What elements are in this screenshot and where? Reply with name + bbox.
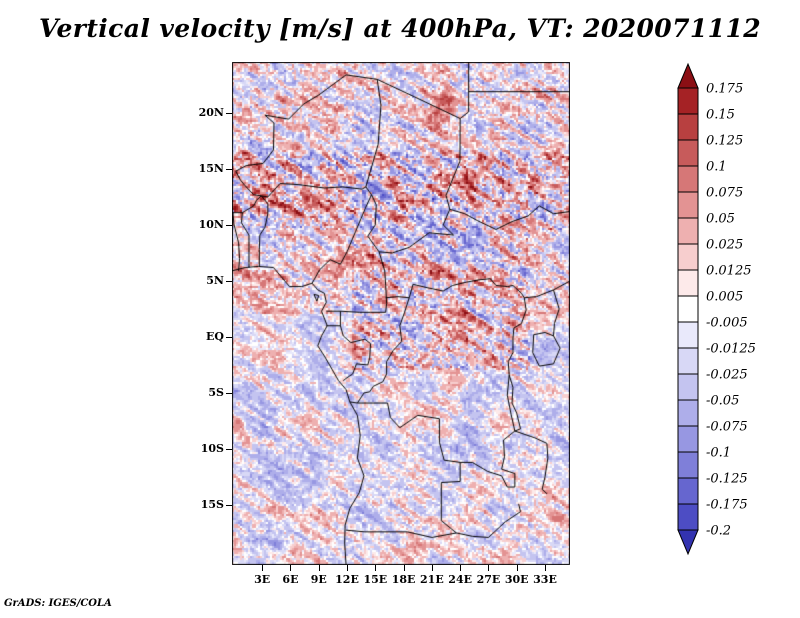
colorbar-arrow: [677, 62, 699, 89]
y-tick-label: EQ: [206, 329, 224, 343]
colorbar-label: -0.005: [706, 316, 748, 331]
y-tick-label: 20N: [198, 105, 224, 119]
y-tick-label: 15S: [200, 497, 224, 511]
x-tick-label: 27E: [476, 573, 501, 586]
colorbar-label: -0.025: [706, 368, 748, 383]
colorbar-segment: [677, 373, 699, 401]
colorbar-label: -0.125: [706, 472, 748, 487]
colorbar-segment: [677, 139, 699, 167]
colorbar-segment: [677, 165, 699, 193]
x-tick-label: 3E: [254, 573, 271, 586]
colorbar-segment: [677, 87, 699, 115]
colorbar-label: -0.2: [706, 524, 731, 539]
x-tick-label: 12E: [335, 573, 359, 586]
x-tick-label: 9E: [310, 573, 327, 586]
y-tick-label: 15N: [198, 161, 224, 175]
colorbar-svg: 0.175 0.15 0.125 0.1 0.075 0.05 0.025 0.0125 0.0…: [677, 62, 756, 556]
colorbar: 0.175 0.15 0.125 0.1 0.075 0.05 0.025 0.0125 0.0…: [666, 60, 796, 560]
colorbar-segment: [677, 347, 699, 375]
colorbar-segment: [677, 451, 699, 479]
x-tick-label: 24E: [448, 573, 472, 586]
x-tick: [318, 565, 320, 571]
colorbar-segment: [677, 113, 699, 141]
x-tick-label: 30E: [504, 573, 529, 586]
map-plot-area: [232, 62, 570, 565]
colorbar-segment: [677, 191, 699, 219]
colorbar-label: 0.15: [706, 108, 735, 123]
x-tick-label: 33E: [533, 573, 557, 586]
y-tick-label: 10N: [198, 217, 224, 231]
colorbar-segment: [677, 425, 699, 453]
colorbar-label: 0.075: [706, 186, 743, 201]
colorbar-segment: [677, 217, 699, 245]
x-tick-label: 18E: [391, 573, 416, 586]
y-tick-label: 5S: [208, 385, 224, 399]
x-tick: [488, 565, 490, 571]
colorbar-label: -0.175: [706, 498, 748, 513]
colorbar-segment: [677, 399, 699, 427]
colorbar-arrow: [677, 529, 699, 556]
x-tick: [290, 565, 292, 571]
colorbar-segment: [677, 321, 699, 349]
colorbar-label: -0.0125: [706, 342, 756, 357]
colorbar-label: 0.005: [706, 290, 743, 305]
y-tick-label: 10S: [200, 441, 224, 455]
colorbar-segment: [677, 269, 699, 297]
colorbar-label: 0.175: [706, 82, 743, 97]
colorbar-label: -0.05: [706, 394, 739, 409]
x-tick: [460, 565, 462, 571]
colorbar-label: -0.075: [706, 420, 748, 435]
x-tick: [375, 565, 377, 571]
colorbar-label: 0.125: [706, 134, 743, 149]
colorbar-segment: [677, 243, 699, 271]
colorbar-label: 0.0125: [706, 264, 752, 279]
colorbar-label: 0.1: [706, 160, 727, 175]
chart-title: Vertical velocity [m/s] at 400hPa, VT: 2…: [38, 14, 762, 43]
x-tick-label: 15E: [363, 573, 388, 586]
x-tick: [545, 565, 546, 571]
colorbar-segment: [677, 503, 699, 531]
x-tick-label: 21E: [420, 573, 444, 586]
map-field-canvas: [232, 62, 570, 565]
colorbar-segment: [677, 477, 699, 505]
colorbar-segment: [677, 295, 699, 323]
colorbar-label: -0.1: [706, 446, 731, 461]
x-tick: [516, 565, 518, 571]
x-tick: [403, 565, 405, 571]
x-tick: [347, 565, 349, 571]
x-tick: [431, 565, 433, 571]
colorbar-label: 0.025: [706, 238, 743, 253]
y-tick-label: 5N: [206, 273, 224, 287]
grads-credit: GrADS: IGES/COLA: [4, 598, 112, 609]
x-tick: [262, 565, 264, 571]
colorbar-label: 0.05: [706, 212, 735, 227]
x-tick-label: 6E: [282, 573, 299, 586]
